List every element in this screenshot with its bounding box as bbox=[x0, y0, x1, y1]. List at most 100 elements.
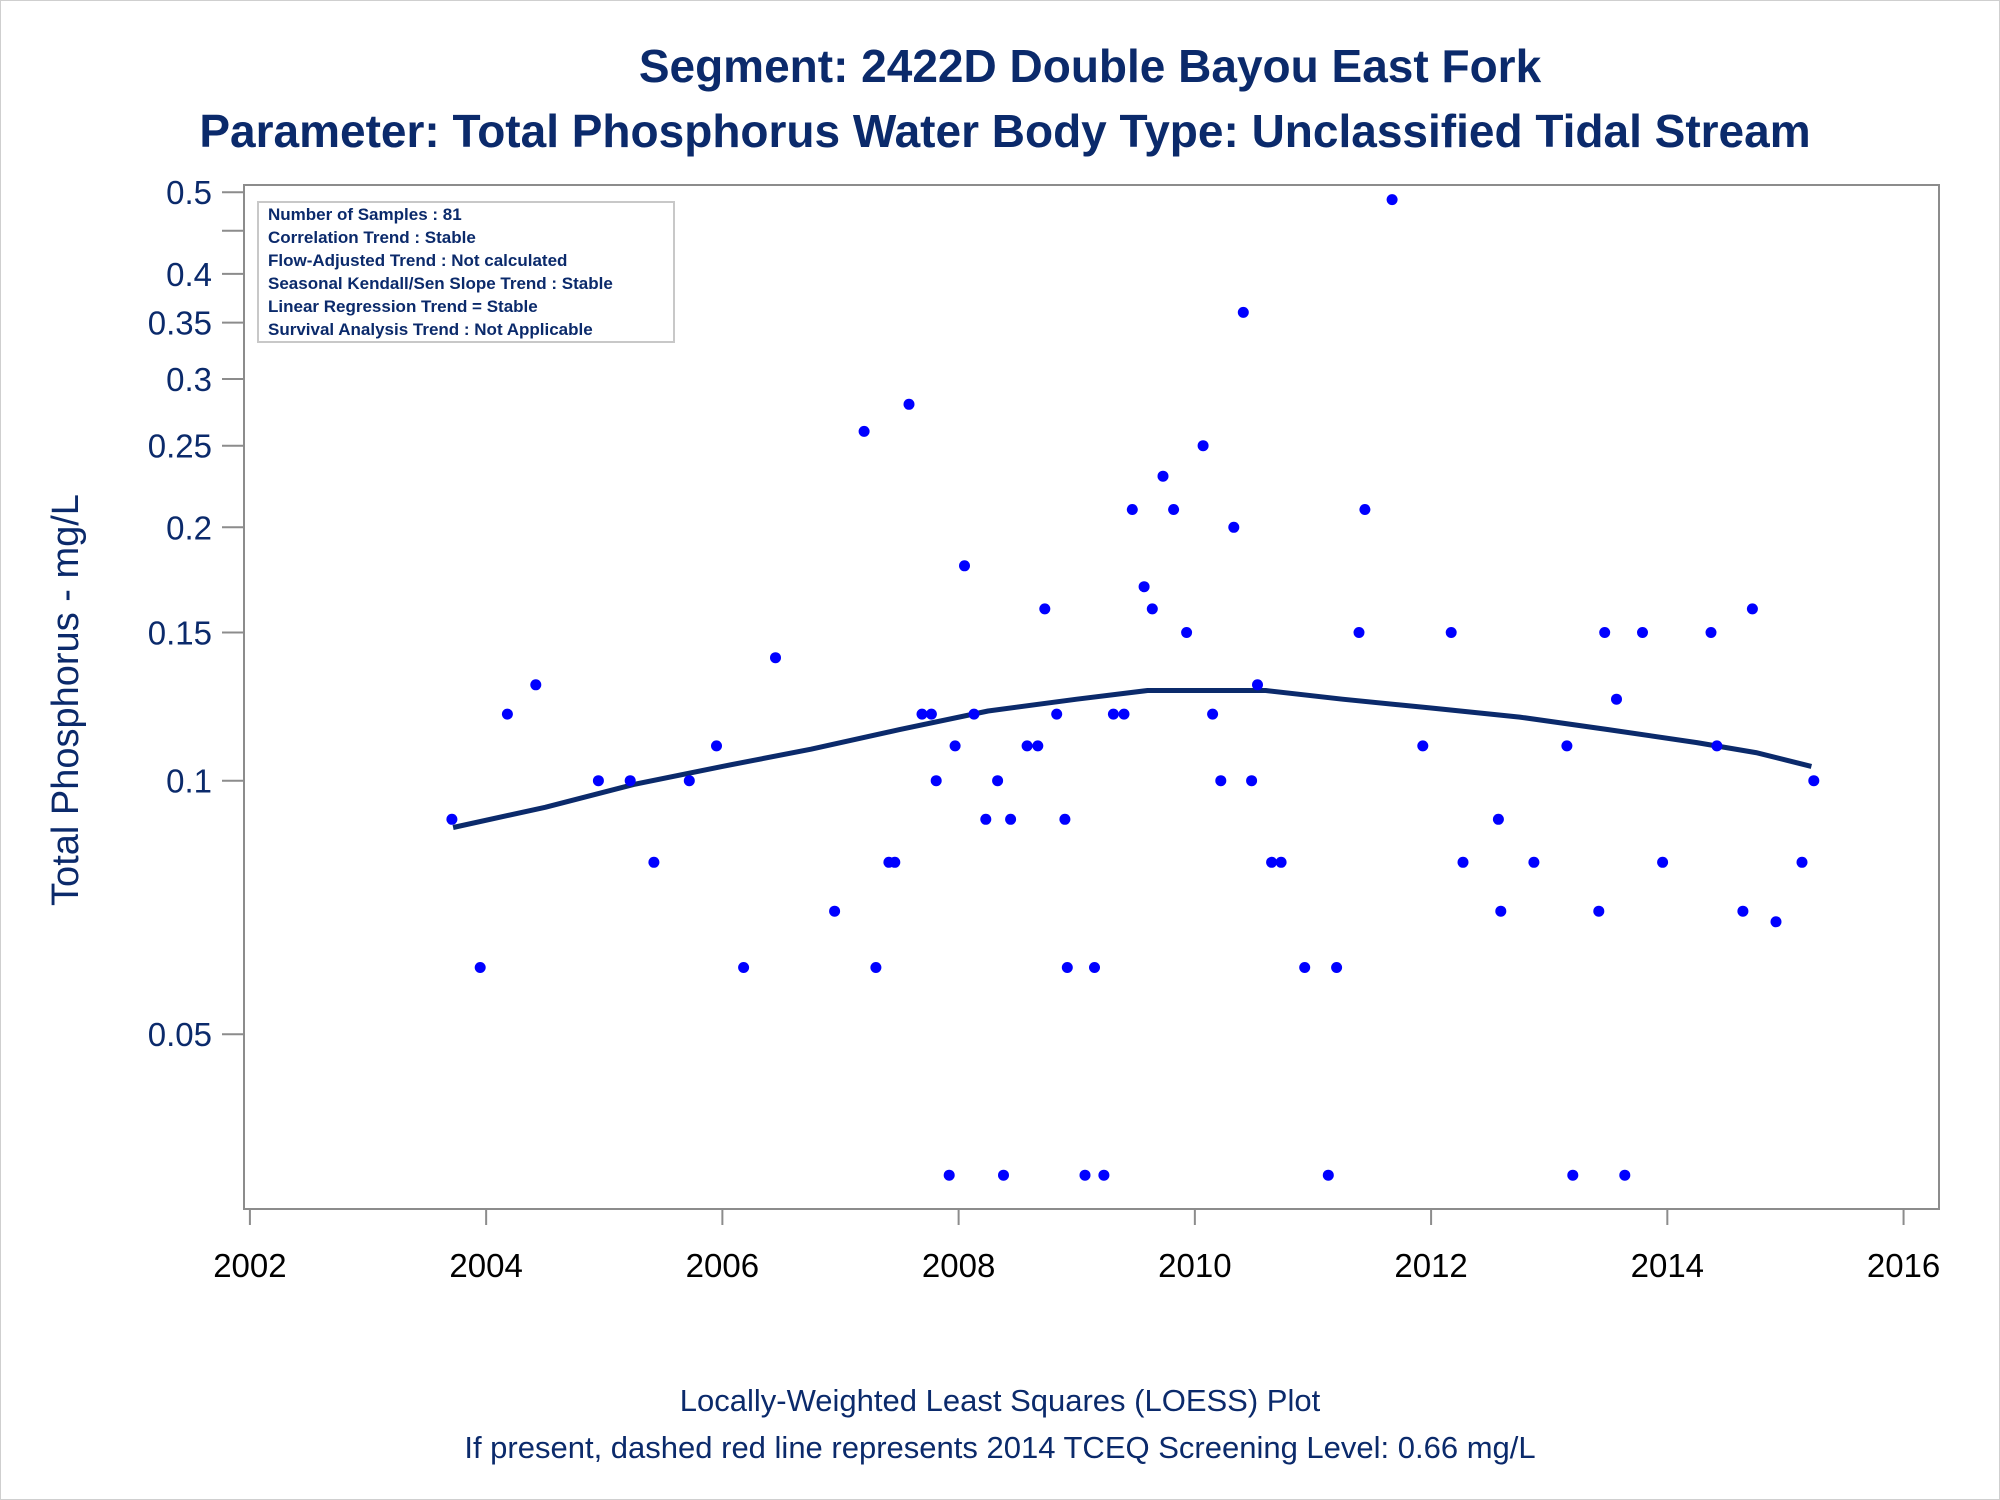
data-point bbox=[592, 775, 604, 787]
x-tick-label: 2002 bbox=[213, 1247, 286, 1284]
y-tick-label: 0.2 bbox=[166, 509, 212, 546]
data-point bbox=[1197, 440, 1209, 452]
data-point bbox=[1237, 306, 1249, 318]
data-point bbox=[1126, 504, 1138, 515]
data-point bbox=[1796, 856, 1808, 868]
x-tick-label: 2008 bbox=[922, 1247, 995, 1284]
data-point bbox=[1032, 740, 1044, 752]
data-point bbox=[1059, 813, 1071, 825]
data-point bbox=[858, 425, 870, 437]
data-point bbox=[1039, 603, 1051, 615]
data-point bbox=[1711, 740, 1723, 752]
data-point bbox=[446, 813, 458, 825]
y-tick-label: 0.35 bbox=[148, 305, 212, 342]
data-point bbox=[770, 652, 781, 664]
data-point bbox=[1107, 708, 1119, 720]
chart-subtitle: Parameter: Total Phosphorus Water Body T… bbox=[199, 105, 1810, 157]
data-point bbox=[1619, 1169, 1631, 1181]
data-point bbox=[1299, 962, 1311, 973]
data-point bbox=[1079, 1169, 1091, 1181]
data-point bbox=[1808, 775, 1820, 787]
data-point bbox=[1266, 856, 1278, 868]
data-point bbox=[889, 856, 901, 868]
data-point bbox=[1331, 962, 1343, 973]
stat-flow-adjusted: Flow-Adjusted Trend : Not calculated bbox=[268, 251, 567, 270]
chart-title: Segment: 2422D Double Bayou East Fork bbox=[639, 40, 1542, 92]
data-point bbox=[1737, 905, 1749, 917]
data-point bbox=[1118, 708, 1130, 720]
data-point bbox=[930, 775, 942, 787]
data-point bbox=[1770, 916, 1782, 928]
data-point bbox=[1528, 856, 1540, 868]
y-tick-label: 0.05 bbox=[148, 1016, 212, 1053]
data-point bbox=[943, 1169, 955, 1181]
data-point bbox=[925, 708, 937, 720]
data-point bbox=[1353, 627, 1365, 638]
data-point bbox=[1359, 504, 1371, 515]
y-tick-label: 0.3 bbox=[166, 361, 212, 398]
data-point bbox=[501, 708, 513, 720]
data-point bbox=[968, 708, 980, 720]
y-axis: 0.05 0.1 0.15 0.2 0.25 0.3 0.35 0.4 0.5 bbox=[148, 174, 244, 1053]
stats-legend-box bbox=[257, 201, 675, 343]
x-tick-label: 2004 bbox=[449, 1247, 522, 1284]
data-point bbox=[1705, 627, 1717, 638]
data-point bbox=[738, 962, 750, 973]
data-point bbox=[711, 740, 722, 752]
data-point bbox=[1246, 775, 1258, 787]
loess-trend-line bbox=[452, 688, 1813, 830]
footnote-screening-level: If present, dashed red line represents 2… bbox=[464, 1430, 1535, 1465]
data-point bbox=[1492, 813, 1504, 825]
data-point bbox=[1567, 1169, 1579, 1181]
data-point bbox=[683, 775, 695, 787]
stat-linear-regression: Linear Regression Trend = Stable bbox=[268, 297, 538, 316]
data-point bbox=[1215, 775, 1227, 787]
x-tick-label: 2012 bbox=[1394, 1247, 1467, 1284]
data-point bbox=[1322, 1169, 1334, 1181]
data-point bbox=[1457, 856, 1469, 868]
data-point bbox=[624, 775, 636, 787]
stat-survival-analysis: Survival Analysis Trend : Not Applicable bbox=[268, 320, 593, 339]
data-point bbox=[1611, 693, 1622, 705]
data-point bbox=[998, 1169, 1009, 1181]
y-tick-label: 0.5 bbox=[166, 174, 212, 211]
data-point bbox=[1561, 740, 1573, 752]
data-point bbox=[1146, 603, 1158, 615]
data-point bbox=[829, 905, 841, 917]
data-point bbox=[1089, 962, 1100, 973]
stat-seasonal-kendall: Seasonal Kendall/Sen Slope Trend : Stabl… bbox=[268, 274, 613, 293]
stat-correlation: Correlation Trend : Stable bbox=[268, 228, 476, 247]
data-point bbox=[1252, 679, 1263, 691]
data-point bbox=[1386, 194, 1398, 206]
data-point bbox=[1657, 856, 1669, 868]
data-point bbox=[959, 560, 970, 572]
data-point bbox=[1051, 708, 1063, 720]
x-axis: 2002 2004 2006 2008 2010 2012 2014 2016 bbox=[213, 1209, 1940, 1284]
x-tick-label: 2014 bbox=[1631, 1247, 1704, 1284]
data-point bbox=[1275, 856, 1287, 868]
y-tick-label: 0.25 bbox=[148, 428, 212, 465]
data-point bbox=[1181, 627, 1193, 638]
data-point bbox=[1021, 740, 1033, 752]
data-point bbox=[1098, 1169, 1110, 1181]
data-point bbox=[980, 813, 992, 825]
data-point bbox=[903, 398, 915, 410]
data-point bbox=[1593, 905, 1605, 917]
data-point bbox=[1005, 813, 1017, 825]
footnote-loess: Locally-Weighted Least Squares (LOESS) P… bbox=[680, 1383, 1321, 1418]
stats-legend: Number of Samples : 81 Correlation Trend… bbox=[257, 201, 675, 343]
data-point bbox=[916, 708, 928, 720]
data-point bbox=[1207, 708, 1219, 720]
data-points bbox=[446, 194, 1820, 1181]
data-point bbox=[474, 962, 486, 973]
data-point bbox=[648, 856, 660, 868]
x-tick-label: 2006 bbox=[686, 1247, 759, 1284]
data-point bbox=[1445, 627, 1457, 638]
data-point bbox=[1228, 521, 1240, 533]
data-point bbox=[1157, 470, 1169, 482]
data-point bbox=[1637, 627, 1648, 638]
y-tick-label: 0.4 bbox=[166, 256, 212, 293]
data-point bbox=[992, 775, 1004, 787]
data-point bbox=[1168, 504, 1180, 515]
